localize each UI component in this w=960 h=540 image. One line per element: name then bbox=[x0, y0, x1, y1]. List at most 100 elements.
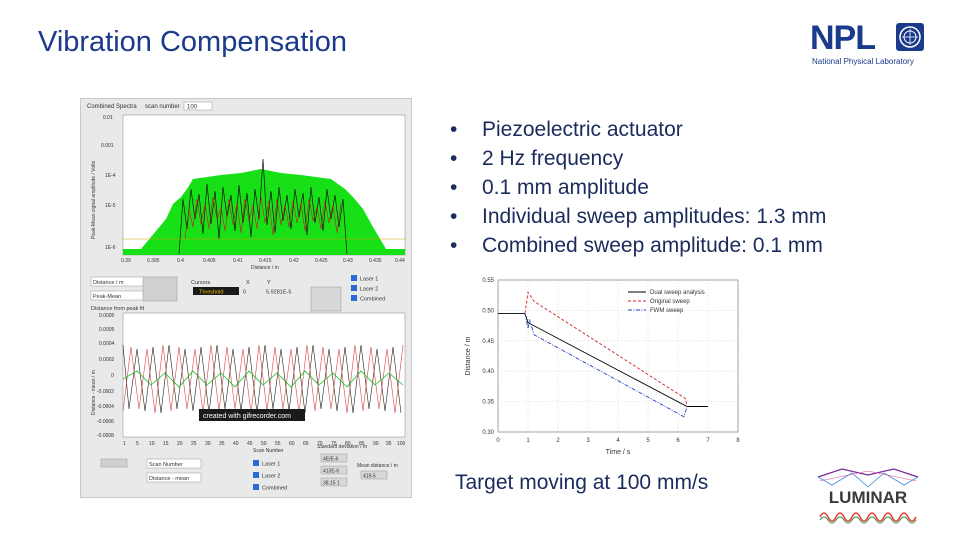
top-ylabel: Peak-Mean signal amplitude / Volts bbox=[91, 160, 97, 239]
cursor-col-y: Y bbox=[267, 280, 271, 286]
bottom-xlabel: Scan Number bbox=[253, 448, 284, 454]
bottom-xtick: 100 bbox=[397, 441, 406, 447]
scan-number-value: 100 bbox=[187, 105, 198, 111]
mean-distance-label: Mean distance / m bbox=[357, 463, 398, 469]
top-xtick: 0.41 bbox=[233, 258, 243, 264]
bottom-xtick: 50 bbox=[261, 441, 267, 447]
npl-logo-subtitle: National Physical Laboratory bbox=[812, 57, 914, 66]
labview-screenshot: Combined Spectra scan number 100 Peak-Me… bbox=[80, 98, 412, 498]
legend-top-item: Laser 1 bbox=[360, 277, 378, 283]
y-axis-label: Distance / m bbox=[465, 336, 472, 375]
bottom-xtick: 60 bbox=[289, 441, 295, 447]
watermark: created with gifrecorder.com bbox=[203, 413, 291, 420]
x-tick-label: 2 bbox=[556, 438, 560, 444]
npl-logo: NPL National Physical Laboratory bbox=[810, 20, 932, 68]
bottom-xtick: 55 bbox=[275, 441, 281, 447]
bottom-xtick: 30 bbox=[205, 441, 211, 447]
top-chart-title: Combined Spectra bbox=[87, 104, 137, 110]
bottom-xtick: 40 bbox=[233, 441, 239, 447]
x-tick-label: 7 bbox=[706, 438, 710, 444]
bottom-xtick: 1 bbox=[123, 441, 126, 447]
laser2-checkbox-top[interactable] bbox=[351, 285, 357, 291]
legend-bottom-item: Combined bbox=[262, 486, 287, 492]
bottom-xtick: 70 bbox=[317, 441, 323, 447]
combined-checkbox-bottom[interactable] bbox=[253, 484, 259, 490]
bullet-text: 0.1 mm amplitude bbox=[482, 176, 649, 199]
bottom-ytick: -0.0002 bbox=[97, 389, 114, 395]
legend-bottom-item: Laser 2 bbox=[262, 474, 280, 480]
peak-mean-dropdown-label: Peak-Mean bbox=[93, 294, 121, 300]
std-dev-label: Standard deviation / m bbox=[317, 444, 367, 450]
bottom-xtick: 35 bbox=[219, 441, 225, 447]
bottom-ytick: 0.0005 bbox=[99, 313, 115, 319]
top-xlabel: Distance / m bbox=[251, 265, 279, 271]
bullet-item: • Piezoelectric actuator bbox=[450, 118, 683, 141]
slide-title: Vibration Compensation bbox=[38, 26, 347, 58]
pan-control[interactable] bbox=[310, 286, 342, 312]
npl-seal-icon bbox=[896, 23, 924, 51]
bottom-xtick: 45 bbox=[247, 441, 253, 447]
bullet-item: • 0.1 mm amplitude bbox=[450, 176, 649, 199]
y-tick-label: 0.50 bbox=[482, 308, 494, 314]
bottom-ytick: -0.0006 bbox=[97, 419, 114, 425]
std-value: 413E-6 bbox=[323, 469, 339, 475]
bottom-ytick: 0.0004 bbox=[99, 341, 115, 347]
cursor-col-x: X bbox=[246, 280, 250, 286]
bottom-xtick: 20 bbox=[177, 441, 183, 447]
top-ytick: 1E-6 bbox=[105, 245, 116, 251]
series-line-0 bbox=[498, 312, 708, 407]
bullet-item: • Combined sweep amplitude: 0.1 mm bbox=[450, 234, 823, 257]
top-xtick: 0.43 bbox=[343, 258, 353, 264]
legend-label: Original sweep bbox=[650, 299, 690, 305]
laser1-checkbox-top[interactable] bbox=[351, 275, 357, 281]
caption: Target moving at 100 mm/s bbox=[455, 471, 709, 494]
bullet-text: Combined sweep amplitude: 0.1 mm bbox=[482, 234, 823, 257]
distance-dropdown-label: Distance / m bbox=[93, 280, 124, 286]
bullet-item: • 2 Hz frequency bbox=[450, 147, 624, 170]
combined-checkbox-top[interactable] bbox=[351, 295, 357, 301]
distance-time-chart: 0 1 2 3 4 5 6 7 8 0.30 0.35 0.40 0.45 0.50 0.55 Time / … bbox=[460, 272, 745, 462]
top-xtick: 0.42 bbox=[289, 258, 299, 264]
x-tick-label: 5 bbox=[646, 438, 650, 444]
x-tick-label: 1 bbox=[526, 438, 530, 444]
cursor-name: Threshold bbox=[199, 290, 223, 296]
x-tick-label: 4 bbox=[616, 438, 620, 444]
top-xtick: 0.425 bbox=[315, 258, 328, 264]
top-ytick: 1E-5 bbox=[105, 203, 116, 209]
cursor-x: 0 bbox=[243, 290, 246, 296]
bullet-text: Individual sweep amplitudes: 1.3 mm bbox=[482, 205, 827, 228]
luminar-logo: LUMINAR bbox=[812, 465, 924, 525]
scan-number-field[interactable] bbox=[183, 101, 213, 111]
npl-logo-text: NPL bbox=[810, 19, 876, 57]
top-xtick: 0.4 bbox=[177, 258, 184, 264]
bottom-tool-buttons[interactable] bbox=[100, 458, 128, 468]
y-tick-label: 0.40 bbox=[482, 369, 494, 375]
distance-mean-dropdown[interactable] bbox=[146, 472, 202, 483]
bottom-xtick: 15 bbox=[163, 441, 169, 447]
bottom-distance-plot bbox=[122, 312, 406, 438]
x-axis-label: Time / s bbox=[606, 449, 631, 456]
distance-mean-dropdown-label: Distance - mean bbox=[149, 476, 189, 482]
legend-label: FWM sweep bbox=[650, 308, 684, 314]
cursor-name-cell[interactable] bbox=[193, 287, 239, 295]
top-xtick: 0.395 bbox=[147, 258, 160, 264]
y-tick-label: 0.35 bbox=[482, 400, 494, 406]
laser2-checkbox-bottom[interactable] bbox=[253, 472, 259, 478]
tool-buttons[interactable] bbox=[142, 276, 178, 302]
bottom-xtick: 5 bbox=[136, 441, 139, 447]
top-spectrum-plot bbox=[122, 114, 406, 256]
laser1-checkbox-bottom[interactable] bbox=[253, 460, 259, 466]
bullet-list: • Piezoelectric actuator • 2 Hz frequency … bbox=[450, 115, 826, 260]
luminar-wordmark: LUMINAR bbox=[829, 488, 907, 507]
bullet-text: 2 Hz frequency bbox=[482, 147, 624, 170]
bottom-ylabel: Distance - mean / m bbox=[91, 370, 97, 415]
cursors-label: Cursors bbox=[191, 280, 211, 286]
x-tick-label: 8 bbox=[736, 438, 740, 444]
top-ytick: 0.001 bbox=[101, 143, 114, 149]
legend-bottom-item: Laser 1 bbox=[262, 462, 280, 468]
legend-label: Dual sweep analysis bbox=[650, 290, 705, 296]
top-xtick: 0.435 bbox=[369, 258, 382, 264]
bottom-ytick: 0 bbox=[111, 373, 114, 379]
bottom-xtick: 85 bbox=[359, 441, 365, 447]
scan-number-dropdown[interactable] bbox=[146, 458, 202, 469]
